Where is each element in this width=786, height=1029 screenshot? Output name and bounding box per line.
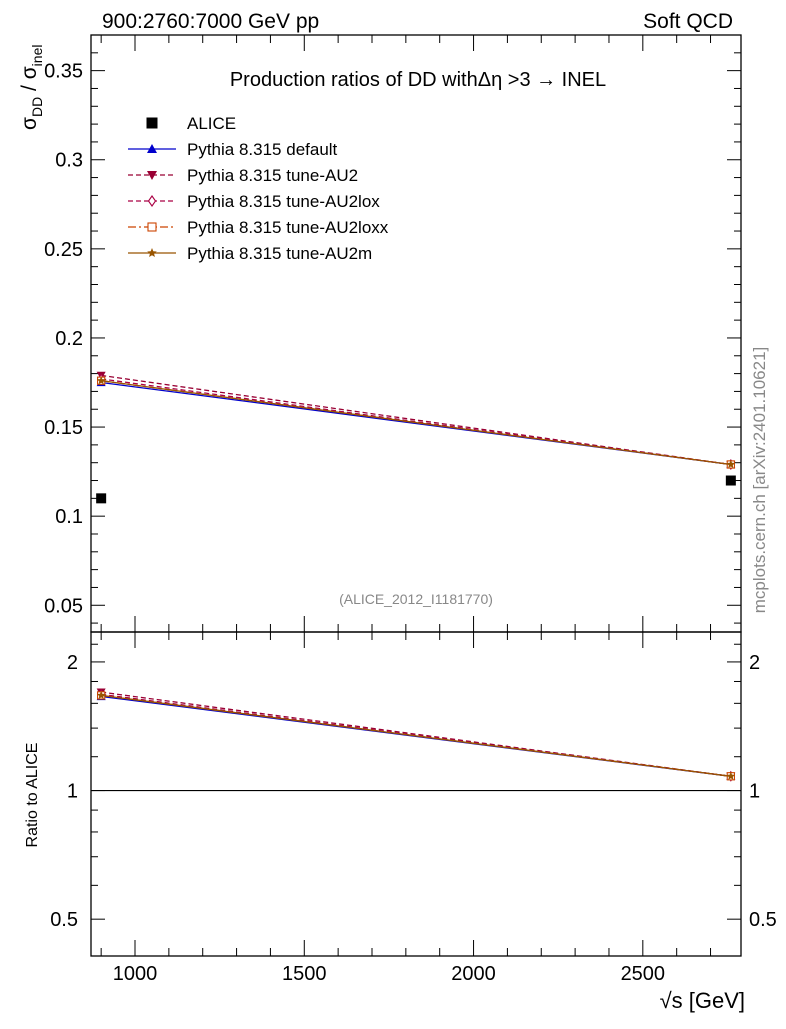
svg-text:σDD / σinel: σDD / σinel (18, 45, 45, 130)
header-left-label: 900:2760:7000 GeV pp (102, 10, 319, 33)
ratio-y-tick-label-right: 1 (749, 781, 760, 803)
legend-label: Pythia 8.315 tune-AU2 (187, 166, 358, 185)
ratio-plot-frame (90, 631, 742, 957)
main-series-layer (96, 371, 736, 504)
series-line (101, 380, 731, 466)
ratio-y-tick-label: 1 (67, 781, 78, 803)
header-right-label: Soft QCD (643, 10, 733, 33)
x-tick-label: 2500 (621, 963, 666, 985)
ratio-y-tick-label-right: 2 (749, 652, 760, 674)
series-pythia-8-315-tune-au2 (96, 371, 736, 469)
x-tick-label: 2000 (451, 963, 496, 985)
y-label-separator: / σ (18, 66, 41, 97)
ratio-series-layer (96, 688, 736, 782)
legend-marker (147, 195, 157, 207)
legend-marker (147, 222, 157, 232)
legend-label: Pythia 8.315 tune-AU2m (187, 244, 372, 263)
legend-label: ALICE (187, 114, 236, 133)
source-side-label: mcplots.cern.ch [arXiv:2401.10621] (750, 347, 769, 613)
series-pythia-8-315-tune-au2lox (97, 373, 735, 470)
legend-item: ALICE (146, 114, 236, 133)
y-label-sub-dd: DD (29, 97, 45, 117)
main-y-tick-label: 0.05 (44, 595, 83, 617)
legend-item: Pythia 8.315 default (128, 140, 338, 159)
legend-marker (147, 144, 157, 153)
series-pythia-8-315-tune-au2 (96, 688, 736, 781)
series-pythia-8-315-tune-au2m (96, 376, 736, 469)
legend-marker (146, 117, 158, 129)
y-label-sigma: σ (18, 117, 41, 130)
main-y-tick-label: 0.35 (44, 61, 83, 83)
x-tick-label: 1500 (282, 963, 327, 985)
data-point (96, 376, 106, 385)
legend-item: Pythia 8.315 tune-AU2m (128, 244, 372, 263)
legend-marker (147, 171, 157, 180)
analysis-id-annotation: (ALICE_2012_I1181770) (339, 591, 493, 607)
main-y-axis: 0.05 0.1 0.15 0.2 0.25 0.3 0.35 (44, 34, 741, 624)
series-alice (96, 475, 736, 504)
legend-marker (147, 248, 157, 257)
main-y-tick-label: 0.25 (44, 239, 83, 261)
x-axis: 1000 1500 2000 2500 (100, 35, 712, 985)
main-y-tick-label: 0.3 (55, 150, 83, 172)
legend-label: Pythia 8.315 tune-AU2lox (187, 192, 380, 211)
main-y-tick-label: 0.1 (55, 506, 83, 528)
main-y-tick-label: 0.15 (44, 417, 83, 439)
ratio-y-axis: 0.5 0.5 1 1 2 2 (50, 643, 777, 931)
main-plot-title: Production ratios of DD withΔη >3 → INEL (230, 69, 606, 91)
main-y-tick-label: 0.2 (55, 328, 83, 350)
x-tick-label: 1000 (113, 963, 158, 985)
data-point (726, 460, 736, 469)
x-axis-label: √s [GeV] (660, 988, 745, 1013)
ratio-y-tick-label: 2 (67, 652, 78, 674)
ratio-y-tick-label: 0.5 (50, 909, 78, 931)
series-pythia-8-315-tune-au2m (96, 690, 736, 780)
data-point (96, 690, 106, 699)
data-point (96, 493, 107, 504)
data-point (725, 475, 736, 486)
ratio-y-tick-label-right: 0.5 (749, 909, 777, 931)
data-point (726, 771, 736, 780)
y-label-sub-inel: inel (29, 45, 45, 67)
legend-item: Pythia 8.315 tune-AU2 (128, 166, 358, 185)
legend-label: Pythia 8.315 tune-AU2loxx (187, 218, 389, 237)
series-line (101, 694, 731, 777)
main-y-axis-label: σDD / σinel (18, 45, 45, 130)
legend-item: Pythia 8.315 tune-AU2loxx (128, 218, 389, 237)
legend: ALICE Pythia 8.315 default Pythia 8.315 tu… (128, 114, 389, 263)
ratio-y-axis-label: Ratio to ALICE (24, 743, 41, 848)
legend-item: Pythia 8.315 tune-AU2lox (128, 192, 380, 211)
legend-label: Pythia 8.315 default (187, 140, 338, 159)
